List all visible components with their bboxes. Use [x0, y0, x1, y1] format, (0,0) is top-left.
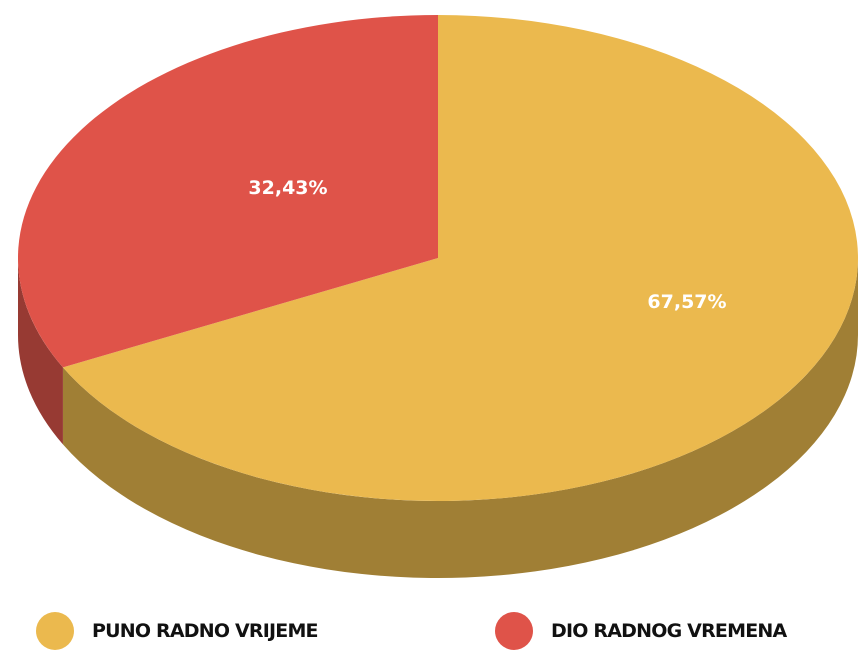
pie-slice-dio-radnog-vremena	[18, 15, 438, 368]
pie-sides	[18, 258, 858, 578]
slice-label-dio-radnog-vremena: 32,43%	[248, 177, 327, 199]
slice-label-puno-radno-vrijeme: 67,57%	[647, 291, 726, 313]
pie-slice-puno-radno-vrijeme	[62, 15, 858, 501]
legend-label-dio-radnog-vremena: DIO RADNOG VREMENA	[551, 620, 787, 642]
legend-swatch-puno-radno-vrijeme	[36, 612, 74, 650]
legend-swatch-dio-radnog-vremena	[495, 612, 533, 650]
pie-side-dio-radnog-vremena	[18, 258, 63, 445]
legend-item-dio-radnog-vremena: DIO RADNOG VREMENA	[495, 612, 787, 650]
legend-label-puno-radno-vrijeme: PUNO RADNO VRIJEME	[92, 620, 319, 642]
pie-side-puno-radno-vrijeme	[62, 258, 858, 578]
legend-item-puno-radno-vrijeme: PUNO RADNO VRIJEME	[36, 612, 319, 650]
pie-labels: 67,57% 32,43%	[248, 177, 726, 313]
pie-tops	[18, 15, 858, 501]
